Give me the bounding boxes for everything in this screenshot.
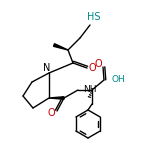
Text: O: O — [47, 108, 55, 118]
Text: N: N — [43, 63, 51, 73]
Polygon shape — [49, 97, 64, 99]
Polygon shape — [54, 44, 68, 50]
Text: O: O — [94, 59, 102, 69]
Text: HS: HS — [87, 12, 101, 22]
Text: NH: NH — [83, 85, 97, 93]
Text: O: O — [88, 63, 96, 73]
Text: OH: OH — [111, 76, 125, 85]
